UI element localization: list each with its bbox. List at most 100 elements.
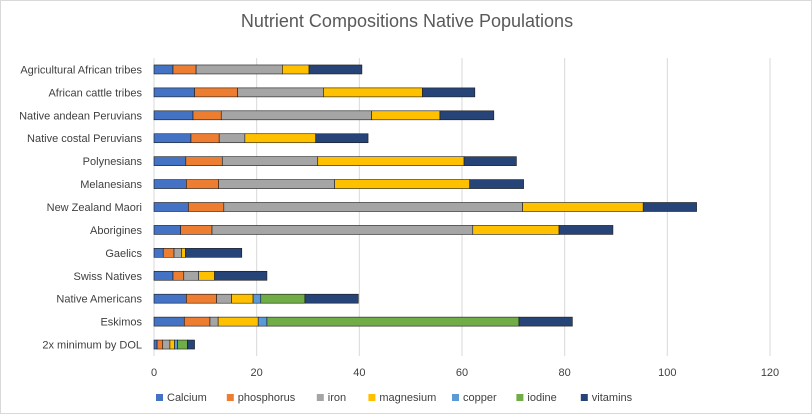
- category-label: African cattle tribes: [48, 87, 142, 99]
- category-label: New Zealand Maori: [47, 202, 142, 214]
- bar-calcium-1: [153, 87, 195, 98]
- bar-vitamins-12: [187, 339, 195, 350]
- legend-label-vitamins: vitamins: [592, 392, 633, 404]
- category-label: Melanesians: [80, 179, 142, 191]
- bar-calcium-8: [153, 248, 164, 258]
- category-label: Swiss Natives: [74, 271, 143, 283]
- bar-phosphorus-4: [185, 156, 223, 166]
- bar-phosphorus-10: [186, 293, 217, 304]
- bar-calcium-11: [153, 316, 185, 327]
- bar-calcium-9: [153, 270, 174, 281]
- x-tick-label-100: 100: [658, 367, 676, 379]
- bar-magnesium-11: [217, 316, 259, 327]
- x-tick-label-60: 60: [456, 367, 468, 379]
- bar-vitamins-4: [463, 156, 517, 166]
- bar-calcium-0: [153, 64, 174, 75]
- legend-swatch-iron: [316, 394, 324, 401]
- bar-phosphorus-9: [172, 270, 185, 281]
- bar-vitamins-8: [185, 248, 243, 258]
- bar-magnesium-3: [244, 133, 316, 144]
- bar-calcium-6: [153, 202, 189, 212]
- bar-vitamins-2: [439, 110, 495, 121]
- x-tick-label-120: 120: [761, 367, 779, 379]
- bar-iron-0: [195, 64, 283, 75]
- bar-calcium-7: [153, 225, 181, 235]
- category-label: Native Americans: [56, 294, 142, 306]
- x-tick-label-0: 0: [151, 367, 157, 379]
- bar-iodine-10: [260, 293, 306, 304]
- bar-calcium-4: [153, 156, 187, 166]
- bar-iron-12: [162, 339, 171, 350]
- bar-calcium-10: [153, 293, 187, 304]
- legend-label-magnesium: magnesium: [379, 392, 436, 404]
- x-tick-label-80: 80: [559, 367, 571, 379]
- bar-iron-10: [216, 293, 232, 304]
- bar-copper-10: [252, 293, 262, 304]
- bar-iron-8: [173, 248, 183, 258]
- bar-iron-2: [220, 110, 372, 121]
- legend-label-phosphorus: phosphorus: [238, 392, 296, 404]
- bar-magnesium-12: [169, 339, 175, 350]
- bar-iron-3: [218, 133, 246, 144]
- bar-magnesium-6: [522, 202, 644, 212]
- bar-calcium-3: [153, 133, 192, 144]
- bar-phosphorus-6: [188, 202, 225, 212]
- bar-phosphorus-0: [172, 64, 197, 75]
- category-label: Aborigines: [90, 225, 142, 237]
- bar-magnesium-4: [317, 156, 465, 166]
- bar-iodine-12: [177, 339, 188, 350]
- bar-vitamins-10: [304, 293, 359, 304]
- bar-iodine-11: [266, 316, 520, 327]
- x-axis-ticks: 0 20 40 60 80 100 120: [151, 367, 779, 379]
- legend-label-iodine: iodine: [527, 392, 556, 404]
- bar-vitamins-9: [214, 270, 268, 281]
- bar-magnesium-7: [472, 225, 560, 235]
- bar-vitamins-0: [308, 64, 363, 75]
- bar-vitamins-3: [315, 133, 369, 144]
- bar-magnesium-10: [231, 293, 254, 304]
- bar-iron-1: [237, 87, 324, 98]
- legend-swatch-magnesium: [368, 394, 376, 401]
- bar-iron-6: [223, 202, 523, 212]
- legend-swatch-copper: [452, 394, 459, 401]
- legend-label-copper: copper: [463, 392, 497, 404]
- bar-iron-4: [221, 156, 319, 166]
- category-label: Polynesians: [83, 156, 143, 168]
- legend-label-iron: iron: [328, 392, 346, 404]
- bar-calcium-5: [153, 179, 187, 189]
- bar-iron-7: [211, 225, 474, 235]
- bar-phosphorus-12: [156, 339, 164, 350]
- category-label: Native andean Peruvians: [19, 110, 142, 122]
- bar-magnesium-2: [371, 110, 441, 121]
- bar-magnesium-0: [282, 64, 310, 75]
- bar-phosphorus-7: [180, 225, 213, 235]
- x-tick-label-40: 40: [353, 367, 365, 379]
- bar-copper-11: [257, 316, 268, 327]
- bar-vitamins-11: [518, 316, 573, 327]
- bar-magnesium-9: [198, 270, 215, 281]
- category-label: Eskimos: [100, 317, 142, 329]
- category-label: Agricultural African tribes: [20, 64, 142, 76]
- bar-magnesium-8: [181, 248, 186, 258]
- bar-calcium-12: [153, 339, 158, 350]
- bars: [153, 64, 697, 350]
- legend-swatch-vitamins: [580, 394, 588, 401]
- legend: Calcium phosphorus iron magnesium copper iodi…: [156, 392, 633, 404]
- bar-phosphorus-11: [183, 316, 211, 327]
- legend-label-calcium: Calcium: [167, 392, 207, 404]
- bar-iron-11: [209, 316, 219, 327]
- category-label: 2x minimum by DOL: [42, 340, 142, 352]
- category-labels: Agricultural African tribes African cattl…: [19, 64, 142, 351]
- bar-vitamins-6: [642, 202, 697, 212]
- chart-title: Nutrient Compositions Native Populations: [241, 11, 573, 31]
- bar-phosphorus-1: [194, 87, 238, 98]
- bar-vitamins-1: [422, 87, 476, 98]
- bar-phosphorus-8: [162, 248, 175, 258]
- bar-phosphorus-3: [190, 133, 220, 144]
- bar-iron-9: [183, 270, 199, 281]
- bar-phosphorus-2: [192, 110, 222, 121]
- bar-iron-5: [218, 179, 335, 189]
- x-tick-label-20: 20: [251, 367, 263, 379]
- bar-vitamins-5: [469, 179, 524, 189]
